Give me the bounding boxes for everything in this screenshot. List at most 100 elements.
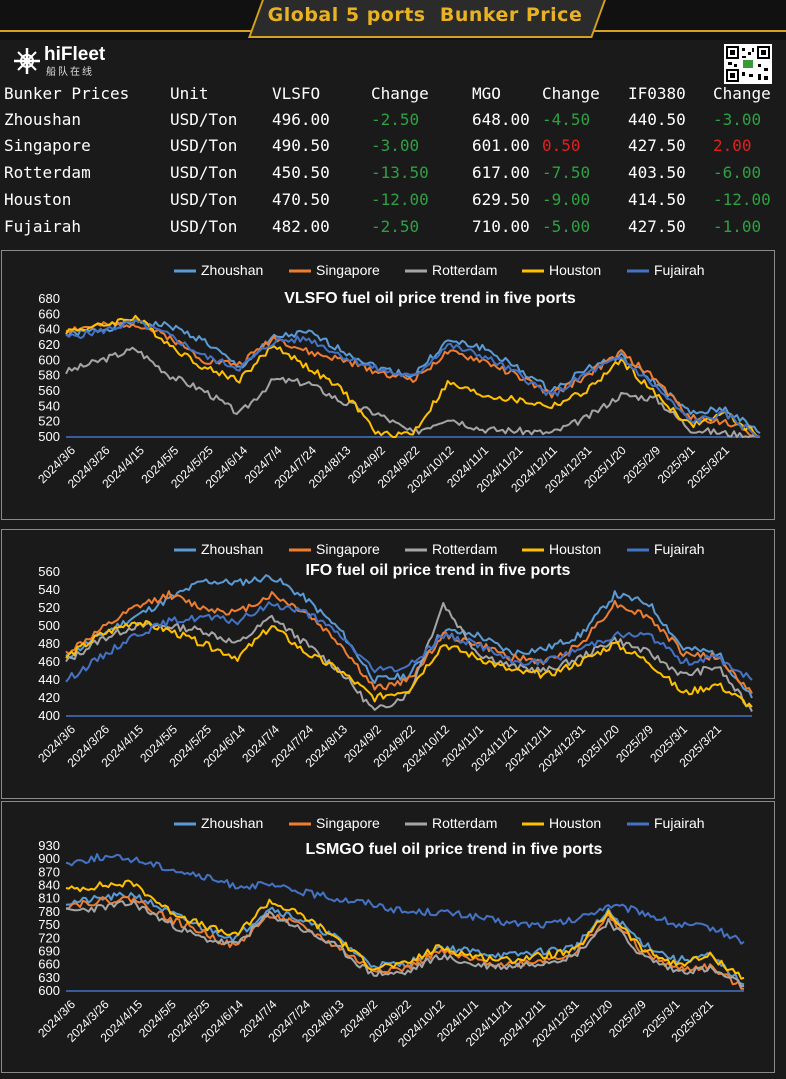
y-tick-label: 870 xyxy=(38,864,60,879)
y-tick-label: 560 xyxy=(38,383,60,398)
legend-item-zhoushan: Zhoushan xyxy=(174,262,263,278)
y-tick-label: 560 xyxy=(38,564,60,579)
y-tick-label: 520 xyxy=(38,414,60,429)
chart-title: IFO fuel oil price trend in five ports xyxy=(306,562,571,579)
lsmgo-chart-panel: Zhoushan Singapore Rotterdam Houston Fujaira… xyxy=(1,801,775,1073)
table-cell: -12.00 xyxy=(371,190,429,209)
legend-label: Zhoushan xyxy=(201,262,263,278)
legend-item-singapore: Singapore xyxy=(289,541,380,557)
column-header: IF0380 xyxy=(628,84,686,103)
table-cell: 403.50 xyxy=(628,163,686,182)
legend-item-rotterdam: Rotterdam xyxy=(405,815,497,831)
table-cell: Houston xyxy=(4,190,72,209)
series-line-fujairah xyxy=(65,318,761,438)
logo-brand: hiFleet xyxy=(44,44,106,65)
table-cell: USD/Ton xyxy=(170,136,238,155)
table-cell: Zhoushan xyxy=(4,110,82,129)
y-tick-label: 660 xyxy=(38,957,60,972)
table-cell: Singapore xyxy=(4,136,91,155)
header-banner: Global 5 ports Bunker Price xyxy=(0,0,786,40)
table-cell: 450.50 xyxy=(272,163,330,182)
table-cell: 414.50 xyxy=(628,190,686,209)
y-tick-label: 540 xyxy=(38,398,60,413)
legend-item-rotterdam: Rotterdam xyxy=(405,262,497,278)
table-row: Houston USD/Ton 470.50 -12.00 629.50 -9.00 414… xyxy=(0,190,786,216)
y-tick-label: 400 xyxy=(38,708,60,723)
column-header: Change xyxy=(371,84,429,103)
series-line-rotterdam xyxy=(65,602,753,712)
y-tick-label: 500 xyxy=(38,618,60,633)
y-tick-label: 540 xyxy=(38,582,60,597)
table-cell: 496.00 xyxy=(272,110,330,129)
legend-item-houston: Houston xyxy=(522,541,601,557)
table-cell: -3.00 xyxy=(371,136,420,155)
table-cell: USD/Ton xyxy=(170,190,238,209)
legend-label: Singapore xyxy=(316,815,380,831)
legend-label: Fujairah xyxy=(654,541,705,557)
series-line-houston xyxy=(65,879,745,980)
table-row: Zhoushan USD/Ton 496.00 -2.50 648.00 -4.50 440… xyxy=(0,110,786,136)
table-cell: -2.50 xyxy=(371,217,420,236)
y-tick-label: 690 xyxy=(38,943,60,958)
y-tick-label: 520 xyxy=(38,600,60,615)
table-row: Rotterdam USD/Ton 450.50 -13.50 617.00 -7.50 4… xyxy=(0,163,786,189)
table-cell: -4.50 xyxy=(542,110,591,129)
legend-label: Rotterdam xyxy=(432,815,497,831)
legend-label: Rotterdam xyxy=(432,541,497,557)
table-cell: -12.00 xyxy=(713,190,771,209)
legend-item-fujairah: Fujairah xyxy=(627,541,705,557)
table-cell: 629.50 xyxy=(472,190,530,209)
legend-label: Zhoushan xyxy=(201,815,263,831)
legend-item-singapore: Singapore xyxy=(289,262,380,278)
table-cell: -5.00 xyxy=(542,217,591,236)
column-header: VLSFO xyxy=(272,84,321,103)
legend-label: Singapore xyxy=(316,262,380,278)
y-tick-label: 930 xyxy=(38,838,60,853)
y-tick-label: 440 xyxy=(38,672,60,687)
y-tick-label: 620 xyxy=(38,337,60,352)
table-cell: 2.00 xyxy=(713,136,752,155)
legend-item-fujairah: Fujairah xyxy=(627,815,705,831)
page-title: Global 5 ports Bunker Price xyxy=(267,4,583,26)
y-tick-label: 500 xyxy=(38,429,60,444)
legend-item-zhoushan: Zhoushan xyxy=(174,541,263,557)
column-header: Change xyxy=(542,84,600,103)
table-cell: -2.50 xyxy=(371,110,420,129)
y-tick-label: 750 xyxy=(38,917,60,932)
table-cell: -9.00 xyxy=(542,190,591,209)
legend-label: Fujairah xyxy=(654,815,705,831)
y-tick-label: 580 xyxy=(38,368,60,383)
table-cell: -13.50 xyxy=(371,163,429,182)
y-tick-label: 780 xyxy=(38,904,60,919)
y-tick-label: 720 xyxy=(38,930,60,945)
series-line-houston xyxy=(65,314,761,438)
y-tick-label: 420 xyxy=(38,690,60,705)
chart-title: VLSFO fuel oil price trend in five ports xyxy=(284,290,576,307)
table-cell: 482.00 xyxy=(272,217,330,236)
legend-label: Houston xyxy=(549,815,601,831)
legend-label: Zhoushan xyxy=(201,541,263,557)
table-cell: -1.00 xyxy=(713,217,762,236)
table-cell: -6.00 xyxy=(713,163,762,182)
table-cell: 440.50 xyxy=(628,110,686,129)
y-tick-label: 660 xyxy=(38,306,60,321)
y-tick-label: 630 xyxy=(38,970,60,985)
table-cell: USD/Ton xyxy=(170,217,238,236)
legend-label: Houston xyxy=(549,262,601,278)
vlsfo-chart: Zhoushan Singapore Rotterdam Houston Fujaira… xyxy=(35,262,761,496)
vlsfo-chart-panel: Zhoushan Singapore Rotterdam Houston Fujaira… xyxy=(1,250,775,520)
table-cell: 601.00 xyxy=(472,136,530,155)
legend-item-houston: Houston xyxy=(522,262,601,278)
legend-label: Houston xyxy=(549,541,601,557)
y-tick-label: 600 xyxy=(38,352,60,367)
table-cell: 490.50 xyxy=(272,136,330,155)
y-tick-label: 900 xyxy=(38,851,60,866)
table-cell: 427.50 xyxy=(628,136,686,155)
legend-label: Rotterdam xyxy=(432,262,497,278)
column-header: Change xyxy=(713,84,771,103)
legend-item-singapore: Singapore xyxy=(289,815,380,831)
column-header: Bunker Prices xyxy=(4,84,130,103)
legend-label: Fujairah xyxy=(654,262,705,278)
table-cell: USD/Ton xyxy=(170,163,238,182)
lsmgo-chart: Zhoushan Singapore Rotterdam Houston Fujaira… xyxy=(35,815,745,1050)
